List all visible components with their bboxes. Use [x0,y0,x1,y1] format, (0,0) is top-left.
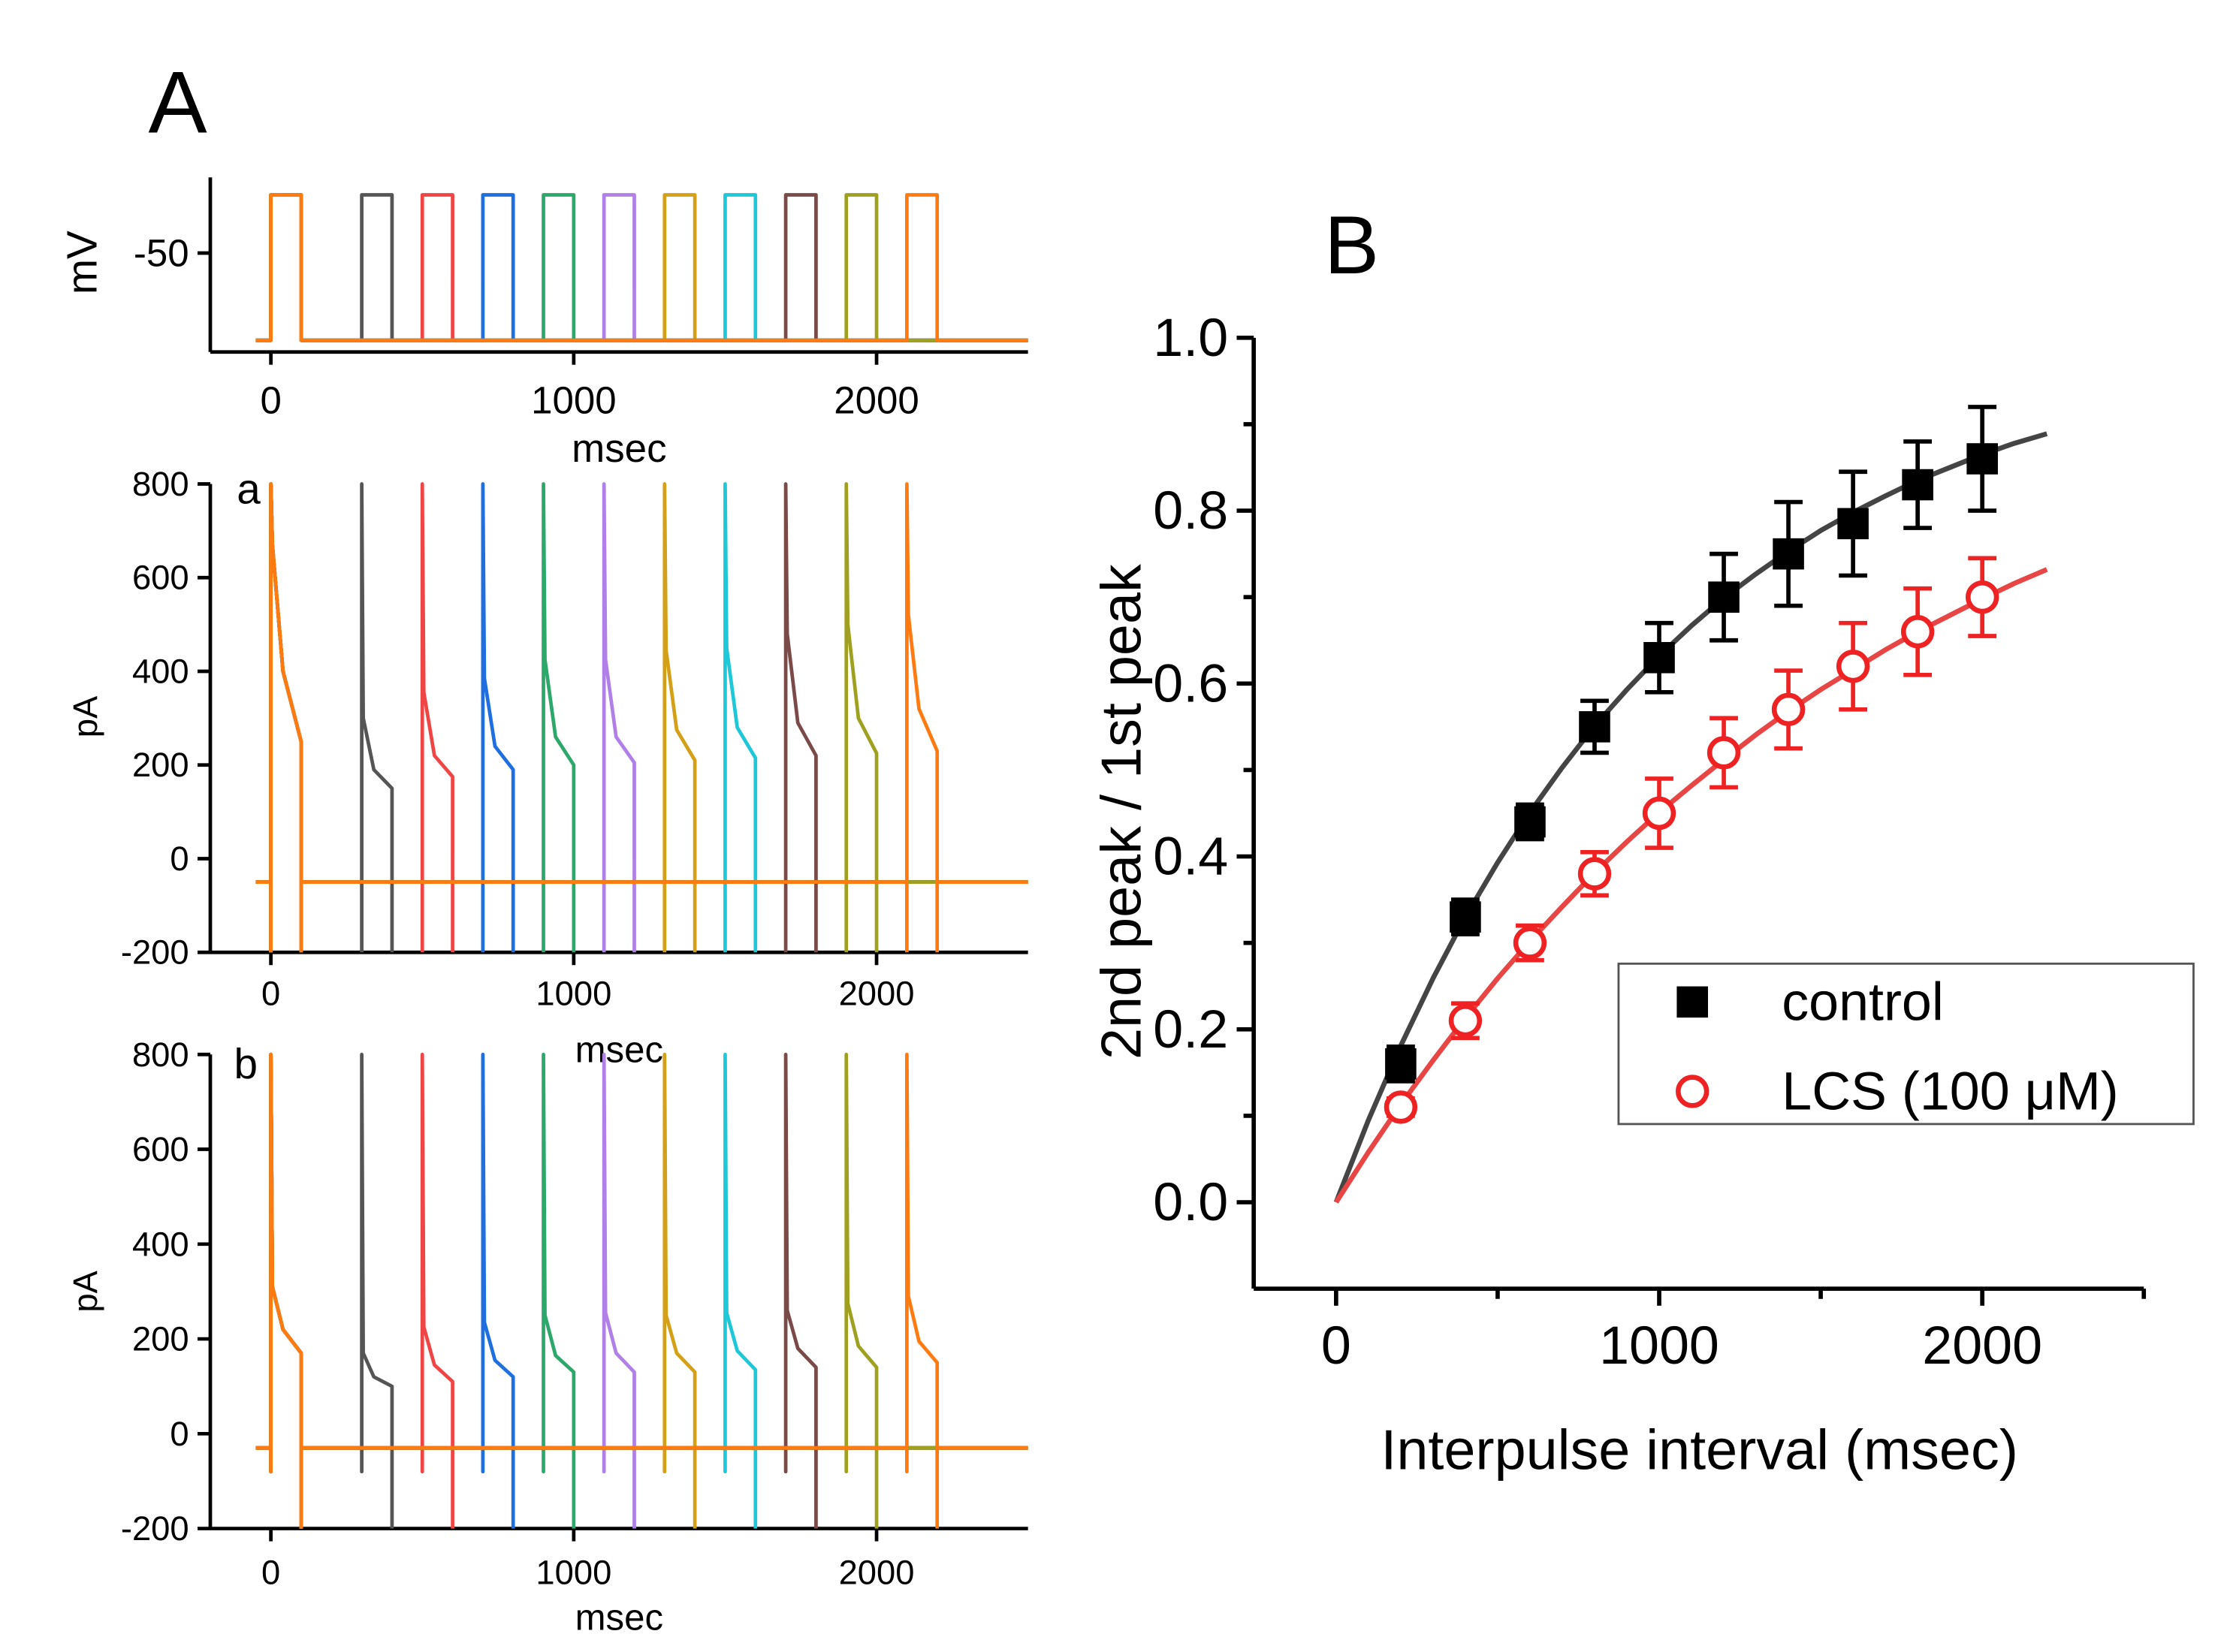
legend-box [1617,962,2195,1126]
x-tick-label: 2000 [839,975,915,1013]
x-tick-label: 2000 [1922,1316,2042,1376]
y-tick-label: 0.8 [1153,481,1228,541]
x-tick-label: 2000 [834,378,919,421]
y-axis-label: pA [66,695,104,737]
trace [255,193,1028,342]
marker [1676,986,1708,1018]
x-tick-label: 1000 [1599,1316,1719,1376]
marker [1902,469,1933,501]
x-tick-label: 2000 [839,1554,915,1592]
y-tick-label: 600 [132,1130,189,1168]
marker [1514,806,1546,838]
trace [255,193,1028,342]
x-axis-label: msec [572,427,666,471]
y-tick-label: 0 [170,1415,189,1453]
y-tick-label: -200 [121,933,189,972]
trace [255,193,1028,342]
y-tick-label: 400 [132,1225,189,1263]
trace [255,1052,1028,1529]
y-tick-label: 0 [170,840,189,878]
legend-label: control [1782,972,1944,1032]
y-tick-label: 600 [132,559,189,597]
y-tick-label: -50 [134,231,189,274]
trace [255,1052,1028,1529]
marker [1900,615,1935,649]
trace [255,1052,1028,1529]
trace [255,193,1028,342]
marker [1577,857,1612,891]
trace [255,193,1028,342]
panel-label: a [237,466,261,514]
marker [1450,901,1481,933]
y-tick-label: 200 [132,1320,189,1358]
marker [1579,711,1610,743]
trace [255,1052,1028,1529]
y-axis-label: pA [66,1270,104,1312]
marker [1965,580,1999,614]
y-axis-label: 2nd peak / 1st peak [1090,564,1153,1060]
y-tick-label: 800 [132,1036,189,1074]
y-tick-label: 800 [132,465,189,503]
trace [255,1052,1028,1529]
panel-label: b [234,1041,258,1088]
y-tick-label: -200 [121,1509,189,1548]
y-tick-label: 400 [132,652,189,690]
marker [1643,641,1675,674]
trace [255,1052,1028,1529]
x-tick-label: 0 [260,378,281,421]
x-tick-label: 0 [1321,1316,1351,1376]
marker [1675,1075,1710,1108]
marker [1966,443,1998,475]
trace [255,1052,1028,1529]
trace [255,193,1028,342]
marker [1773,538,1804,570]
y-tick-label: 0.6 [1153,653,1228,713]
marker [1513,926,1547,960]
marker [1384,1090,1418,1124]
y-tick-label: 1.0 [1153,308,1228,368]
trace [255,1052,1028,1529]
x-axis-label: msec [575,1030,663,1071]
marker [1448,1004,1483,1038]
y-tick-label: 200 [132,746,189,784]
marker [1642,796,1676,831]
trace [255,482,1028,953]
trace [255,193,1028,342]
marker [1836,650,1870,683]
x-tick-label: 0 [261,975,280,1013]
x-tick-label: 1000 [531,378,617,421]
x-tick-label: 1000 [536,1554,611,1592]
x-tick-label: 1000 [536,975,611,1013]
trace [255,193,1028,342]
marker [1771,692,1806,727]
y-tick-label: 0.2 [1153,999,1228,1060]
panel-label: A [148,53,207,152]
x-axis-label: msec [575,1598,663,1638]
trace [255,193,1028,342]
marker [1708,581,1740,613]
trace [255,1052,1028,1529]
panel-label: B [1324,200,1379,291]
x-tick-label: 0 [261,1554,280,1592]
marker [1837,508,1869,540]
x-axis-label: Interpulse interval (msec) [1381,1419,2018,1482]
marker [1385,1048,1417,1080]
marker [1707,736,1741,770]
trace [255,1052,1028,1529]
y-tick-label: 0.4 [1153,827,1228,887]
y-tick-label: 0.0 [1153,1172,1228,1232]
trace [255,193,1028,342]
y-axis-label: mV [59,231,106,294]
legend-label: LCS (100 μM) [1782,1061,2118,1121]
